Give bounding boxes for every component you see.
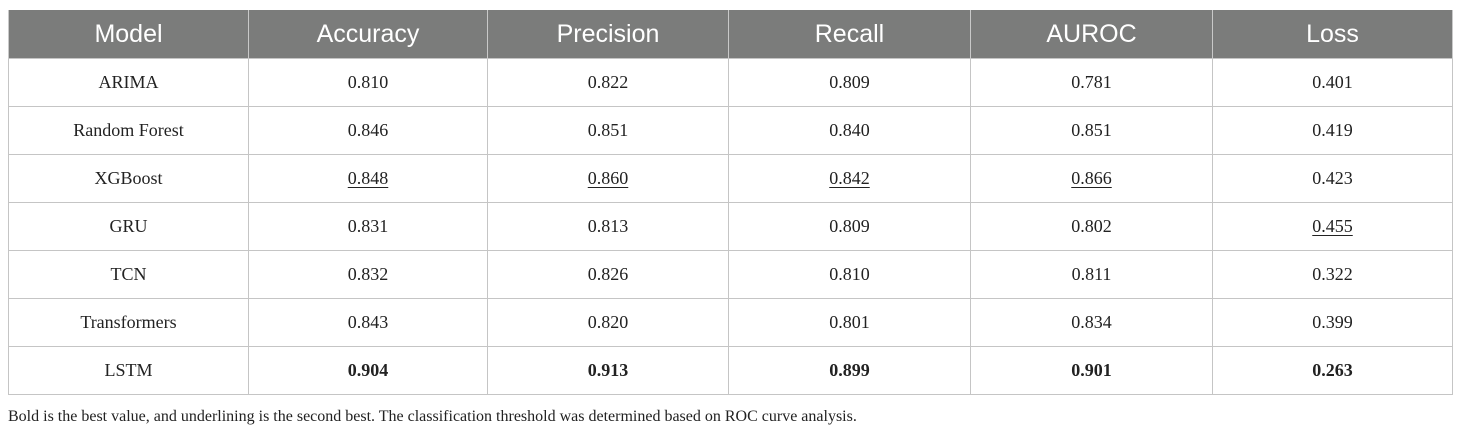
- header-precision: Precision: [487, 10, 729, 59]
- second-best-value: 0.860: [587, 168, 629, 188]
- cell-recall-best: 0.899: [728, 346, 971, 395]
- cell-auroc: 0.781: [970, 58, 1213, 107]
- cell-auroc: 0.851: [970, 106, 1213, 155]
- table-row: LSTM 0.904 0.913 0.899 0.901 0.263: [8, 346, 1453, 395]
- table-row: TCN 0.832 0.826 0.810 0.811 0.322: [8, 250, 1453, 299]
- header-model: Model: [8, 10, 249, 59]
- cell-model: ARIMA: [8, 58, 249, 107]
- cell-accuracy: 0.832: [248, 250, 488, 299]
- cell-precision: 0.851: [487, 106, 729, 155]
- cell-model: TCN: [8, 250, 249, 299]
- cell-precision: 0.826: [487, 250, 729, 299]
- table-row: GRU 0.831 0.813 0.809 0.802 0.455: [8, 202, 1453, 251]
- cell-precision: 0.860: [487, 154, 729, 203]
- cell-accuracy: 0.810: [248, 58, 488, 107]
- cell-accuracy: 0.846: [248, 106, 488, 155]
- header-row: Model Accuracy Precision Recall AUROC Lo…: [8, 10, 1453, 59]
- results-table: Model Accuracy Precision Recall AUROC Lo…: [8, 10, 1453, 395]
- cell-recall: 0.842: [728, 154, 971, 203]
- cell-auroc: 0.811: [970, 250, 1213, 299]
- cell-precision-best: 0.913: [487, 346, 729, 395]
- table-row: Transformers 0.843 0.820 0.801 0.834 0.3…: [8, 298, 1453, 347]
- cell-recall: 0.801: [728, 298, 971, 347]
- second-best-value: 0.455: [1312, 216, 1353, 236]
- cell-loss: 0.399: [1212, 298, 1453, 347]
- header-auroc: AUROC: [970, 10, 1213, 59]
- cell-loss: 0.401: [1212, 58, 1453, 107]
- cell-recall: 0.809: [728, 58, 971, 107]
- cell-recall: 0.809: [728, 202, 971, 251]
- cell-loss-best: 0.263: [1212, 346, 1453, 395]
- cell-auroc-best: 0.901: [970, 346, 1213, 395]
- table-row: XGBoost 0.848 0.860 0.842 0.866 0.423: [8, 154, 1453, 203]
- cell-model: GRU: [8, 202, 249, 251]
- second-best-value: 0.848: [347, 168, 389, 188]
- cell-accuracy: 0.848: [248, 154, 488, 203]
- table-row: Random Forest 0.846 0.851 0.840 0.851 0.…: [8, 106, 1453, 155]
- second-best-value: 0.842: [829, 168, 870, 188]
- cell-model: XGBoost: [8, 154, 249, 203]
- header-accuracy: Accuracy: [248, 10, 488, 59]
- cell-model: Random Forest: [8, 106, 249, 155]
- cell-precision: 0.822: [487, 58, 729, 107]
- cell-auroc: 0.834: [970, 298, 1213, 347]
- table-footnote: Bold is the best value, and underlining …: [8, 408, 857, 425]
- results-table-container: Model Accuracy Precision Recall AUROC Lo…: [8, 10, 1453, 395]
- header-recall: Recall: [728, 10, 971, 59]
- header-loss: Loss: [1212, 10, 1453, 59]
- cell-model: Transformers: [8, 298, 249, 347]
- cell-loss: 0.419: [1212, 106, 1453, 155]
- cell-model: LSTM: [8, 346, 249, 395]
- cell-loss: 0.423: [1212, 154, 1453, 203]
- cell-accuracy: 0.831: [248, 202, 488, 251]
- cell-recall: 0.840: [728, 106, 971, 155]
- cell-precision: 0.820: [487, 298, 729, 347]
- cell-recall: 0.810: [728, 250, 971, 299]
- cell-auroc: 0.802: [970, 202, 1213, 251]
- table-row: ARIMA 0.810 0.822 0.809 0.781 0.401: [8, 58, 1453, 107]
- cell-precision: 0.813: [487, 202, 729, 251]
- cell-auroc: 0.866: [970, 154, 1213, 203]
- cell-accuracy: 0.843: [248, 298, 488, 347]
- cell-loss: 0.455: [1212, 202, 1453, 251]
- cell-accuracy-best: 0.904: [248, 346, 488, 395]
- second-best-value: 0.866: [1071, 168, 1112, 188]
- cell-loss: 0.322: [1212, 250, 1453, 299]
